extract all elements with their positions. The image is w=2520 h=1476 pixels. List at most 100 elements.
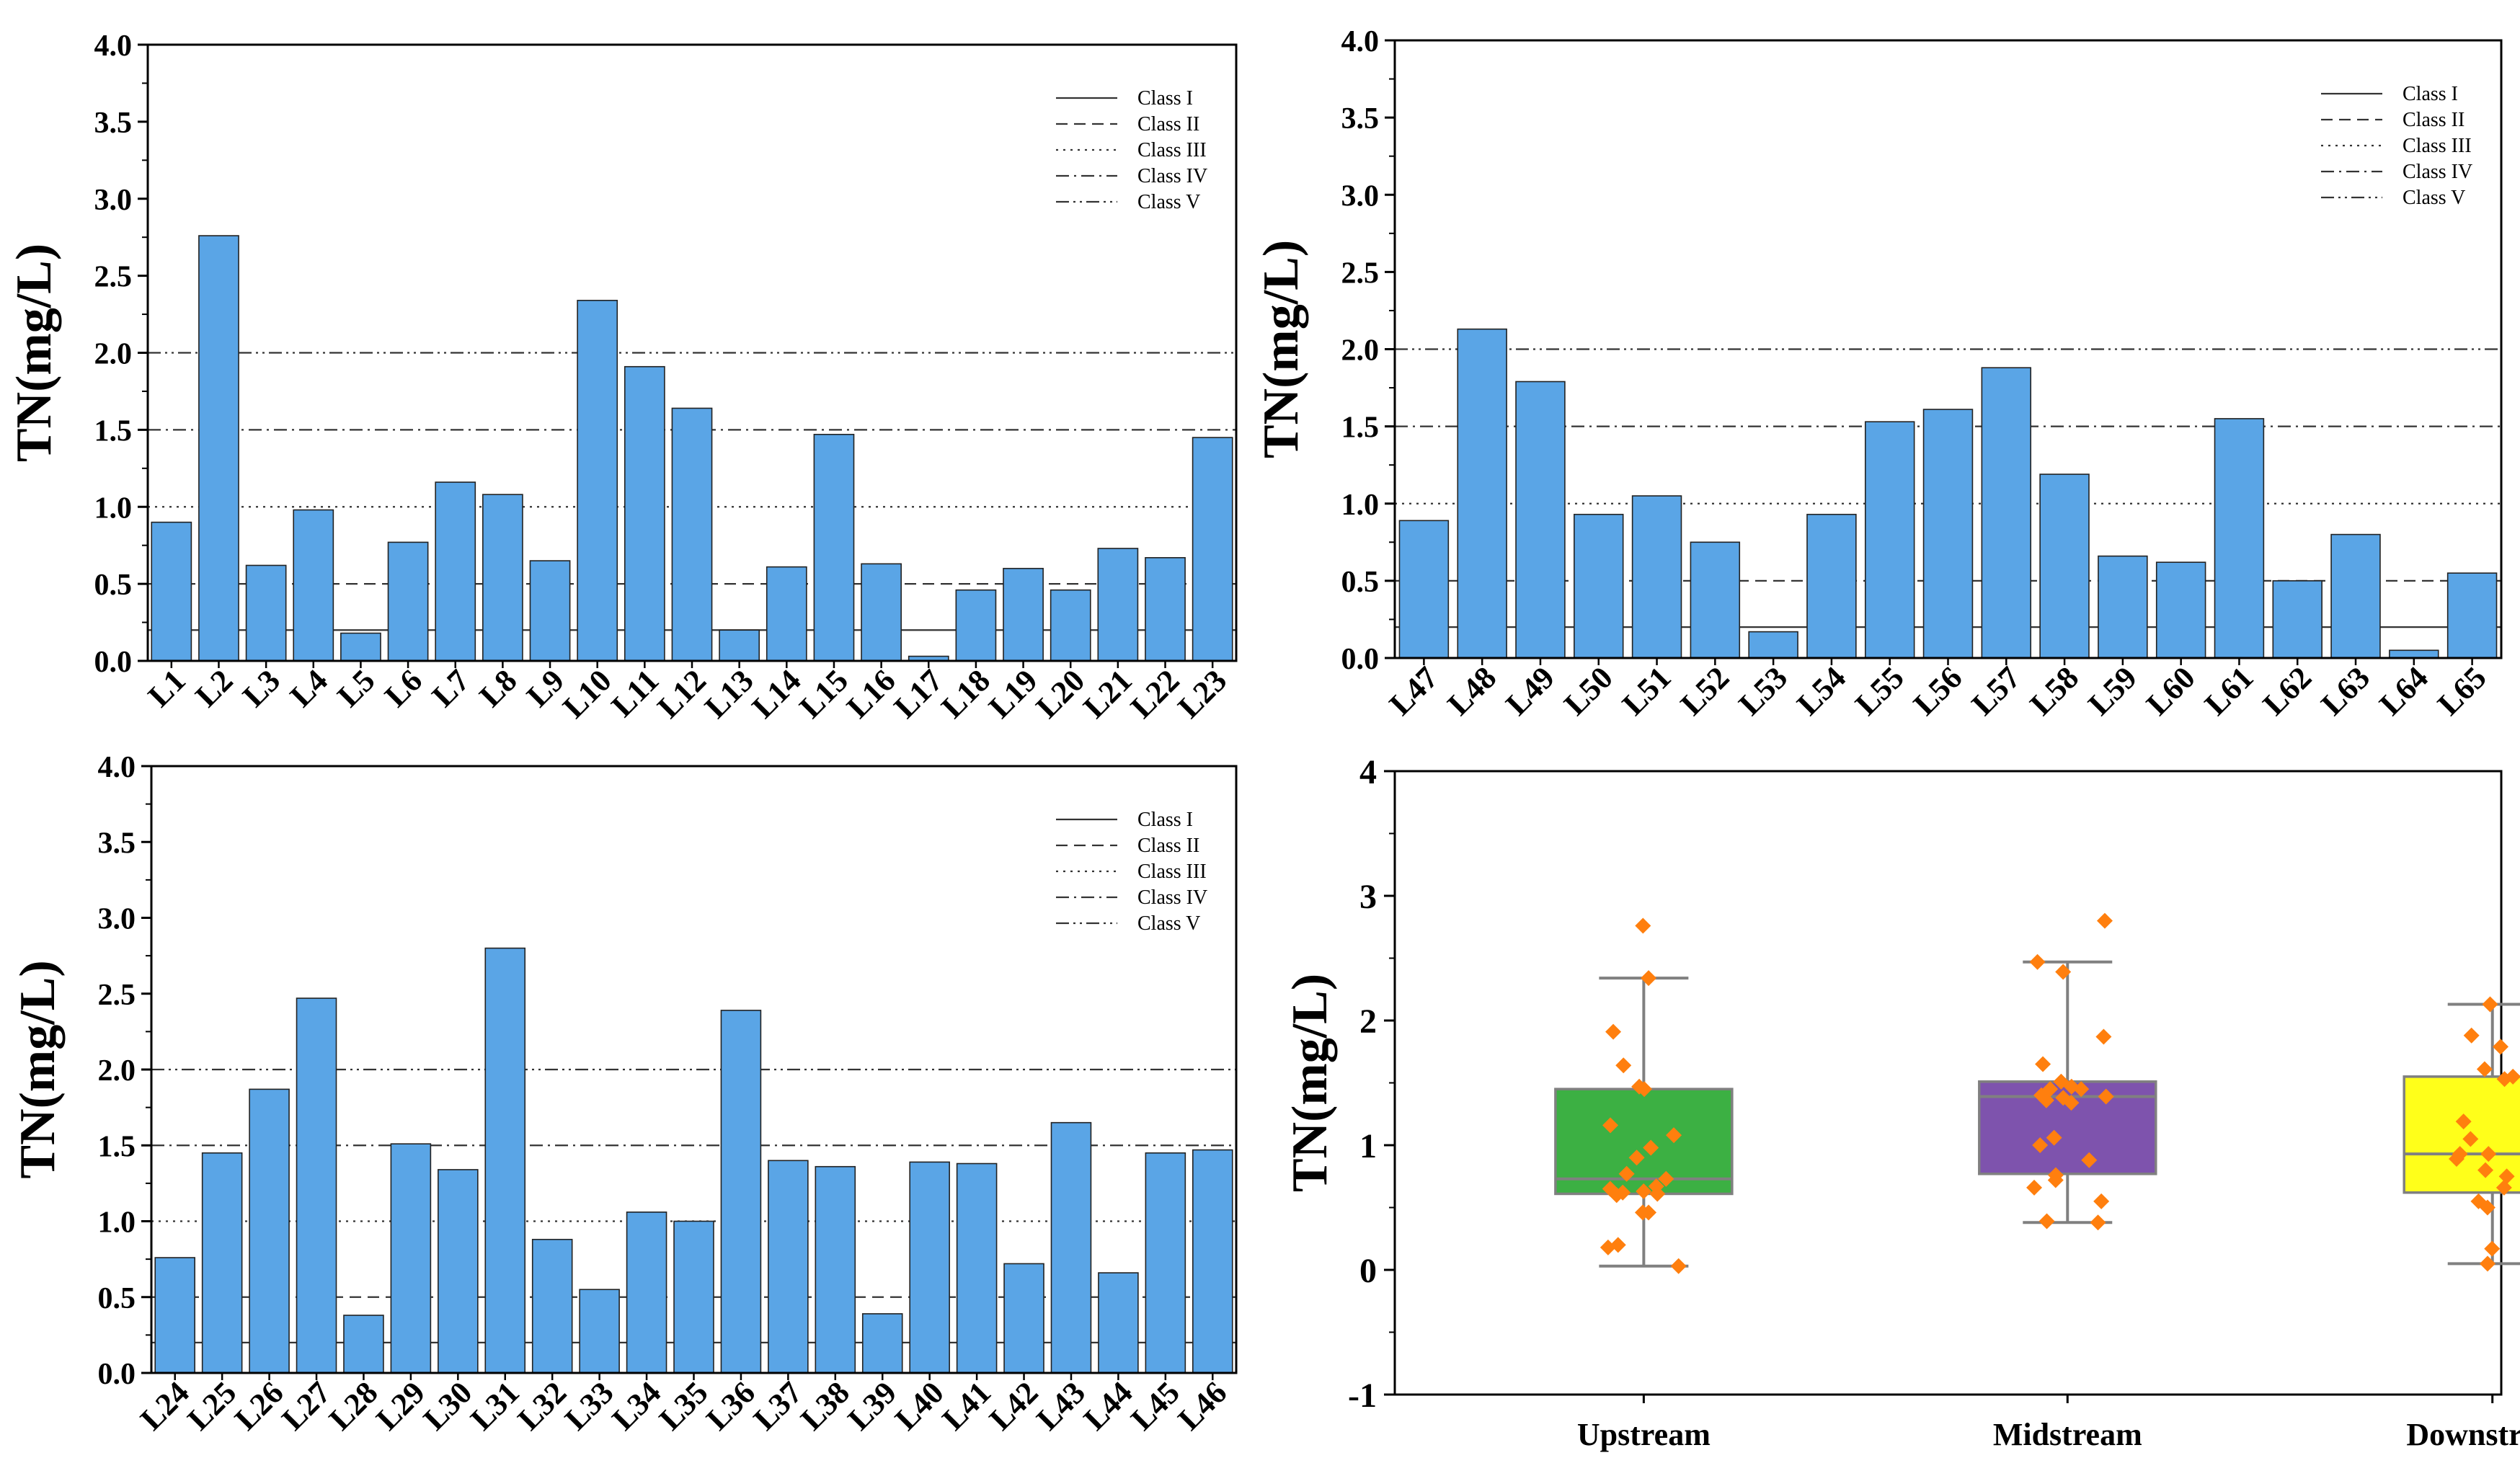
bar-L56 bbox=[1922, 409, 1974, 659]
data-point bbox=[1636, 1081, 1653, 1098]
x-tick-label-L23: L23 bbox=[1171, 662, 1234, 725]
bar-L19 bbox=[1003, 567, 1044, 662]
x-tick-label-L46: L46 bbox=[1171, 1374, 1234, 1437]
data-point bbox=[1600, 1239, 1616, 1255]
data-point bbox=[2476, 1061, 2493, 1077]
data-point bbox=[2047, 1172, 2064, 1188]
y-tick-label: 3.5 bbox=[94, 107, 133, 140]
y-tick-label: 3 bbox=[1359, 878, 1377, 916]
bar-L39 bbox=[861, 1313, 903, 1374]
y-tick-label: 0.5 bbox=[98, 1282, 136, 1315]
data-point bbox=[2090, 1214, 2106, 1231]
data-point bbox=[2482, 996, 2498, 1013]
bar-L52 bbox=[1690, 541, 1741, 659]
y-tick-label: 2.0 bbox=[94, 338, 133, 371]
bar-L36 bbox=[720, 1010, 762, 1374]
bar-L57 bbox=[1981, 367, 2032, 659]
y-tick-label: 4.0 bbox=[94, 30, 133, 63]
bar-L62 bbox=[2272, 580, 2322, 659]
y-tick-label: 2.0 bbox=[1341, 334, 1380, 368]
y-tick-label: 2.0 bbox=[98, 1054, 136, 1088]
x-tick-label-L2: L2 bbox=[189, 662, 240, 713]
data-point bbox=[1643, 1139, 1659, 1156]
bar-L6 bbox=[387, 541, 429, 662]
x-tick-label-L4: L4 bbox=[283, 662, 334, 713]
y-tick-label: 1.5 bbox=[98, 1130, 136, 1163]
y-tick-label: 2.5 bbox=[94, 261, 133, 294]
data-point bbox=[2479, 1255, 2495, 1272]
x-tick-label-downstream: Downstream bbox=[2406, 1417, 2520, 1452]
iqr-box bbox=[2403, 1075, 2520, 1194]
x-tick-label-L54: L54 bbox=[1790, 659, 1853, 722]
bar-L49 bbox=[1515, 381, 1566, 659]
bar-L9 bbox=[529, 560, 571, 662]
data-point bbox=[2463, 1027, 2480, 1044]
y-axis-title: TN(mg/L) bbox=[6, 244, 62, 462]
legend-label: Class IV bbox=[2403, 161, 2472, 183]
data-point bbox=[2026, 1179, 2043, 1196]
bar-L33 bbox=[579, 1289, 620, 1374]
y-tick-label: 0.0 bbox=[1341, 643, 1380, 676]
x-tick-label-L5: L5 bbox=[331, 662, 382, 713]
bar-L15 bbox=[813, 433, 855, 662]
data-point bbox=[2505, 1068, 2520, 1085]
y-tick-label: -1 bbox=[1348, 1377, 1377, 1415]
x-tick-label-L61: L61 bbox=[2198, 659, 2261, 722]
x-tick-label-L56: L56 bbox=[1907, 659, 1969, 722]
x-tick-label-L53: L53 bbox=[1732, 659, 1795, 722]
y-tick-label: 4.0 bbox=[1341, 25, 1380, 58]
x-tick-label-L7: L7 bbox=[425, 662, 476, 713]
x-tick-label-L60: L60 bbox=[2139, 659, 2202, 722]
bar-L32 bbox=[531, 1238, 573, 1374]
legend-label: Class I bbox=[1137, 809, 1193, 831]
y-tick-label: 3.0 bbox=[98, 903, 136, 936]
bar-L44 bbox=[1098, 1272, 1139, 1374]
x-tick-label-L64: L64 bbox=[2372, 659, 2435, 722]
data-point bbox=[2462, 1131, 2479, 1147]
bar-L3 bbox=[245, 564, 287, 662]
bar-L7 bbox=[435, 481, 476, 662]
bar-L43 bbox=[1050, 1121, 1092, 1374]
y-tick-label: 4.0 bbox=[98, 751, 136, 784]
x-tick-label-L57: L57 bbox=[1965, 659, 2028, 722]
y-tick-label: 1.0 bbox=[98, 1206, 136, 1240]
legend-label: Class IV bbox=[1137, 165, 1207, 187]
y-axis-title: TN(mg/L) bbox=[1254, 240, 1309, 458]
data-point bbox=[2081, 1152, 2098, 1168]
x-tick-label-L58: L58 bbox=[2023, 659, 2086, 722]
y-tick-label: 0.5 bbox=[94, 569, 133, 602]
y-tick-label: 1.5 bbox=[94, 414, 133, 448]
x-tick-label-L8: L8 bbox=[472, 662, 523, 713]
data-point bbox=[2496, 1071, 2513, 1088]
bar-L48 bbox=[1457, 328, 1507, 659]
data-point bbox=[1602, 1117, 1619, 1134]
bar-L20 bbox=[1050, 589, 1091, 662]
bar-L41 bbox=[956, 1162, 998, 1374]
x-tick-label-L3: L3 bbox=[236, 662, 287, 713]
bar-L10 bbox=[577, 300, 618, 662]
bar-L31 bbox=[484, 947, 526, 1374]
y-tick-label: 2.5 bbox=[98, 979, 136, 1012]
data-point bbox=[2480, 1146, 2497, 1162]
x-tick-label-L1: L1 bbox=[141, 662, 192, 713]
y-tick-label: 1.0 bbox=[1341, 489, 1380, 522]
bar-L50 bbox=[1574, 513, 1624, 659]
bar-L51 bbox=[1631, 495, 1682, 659]
bar-L22 bbox=[1145, 556, 1186, 662]
data-point bbox=[1608, 1187, 1625, 1204]
data-point bbox=[1658, 1170, 1674, 1187]
legend-label: Class II bbox=[2403, 109, 2464, 131]
legend-label: Class III bbox=[1137, 861, 1207, 883]
data-point bbox=[2032, 1137, 2049, 1153]
data-point bbox=[2493, 1039, 2509, 1055]
bar-L21 bbox=[1097, 548, 1139, 662]
bar-L16 bbox=[861, 563, 902, 662]
bar-L26 bbox=[249, 1088, 290, 1374]
bar-L64 bbox=[2389, 649, 2439, 659]
box-upstream bbox=[1554, 917, 1734, 1274]
bar-L27 bbox=[296, 997, 337, 1374]
data-point bbox=[2073, 1081, 2090, 1098]
legend-label: Class II bbox=[1137, 835, 1199, 857]
bar-L8 bbox=[482, 494, 523, 662]
